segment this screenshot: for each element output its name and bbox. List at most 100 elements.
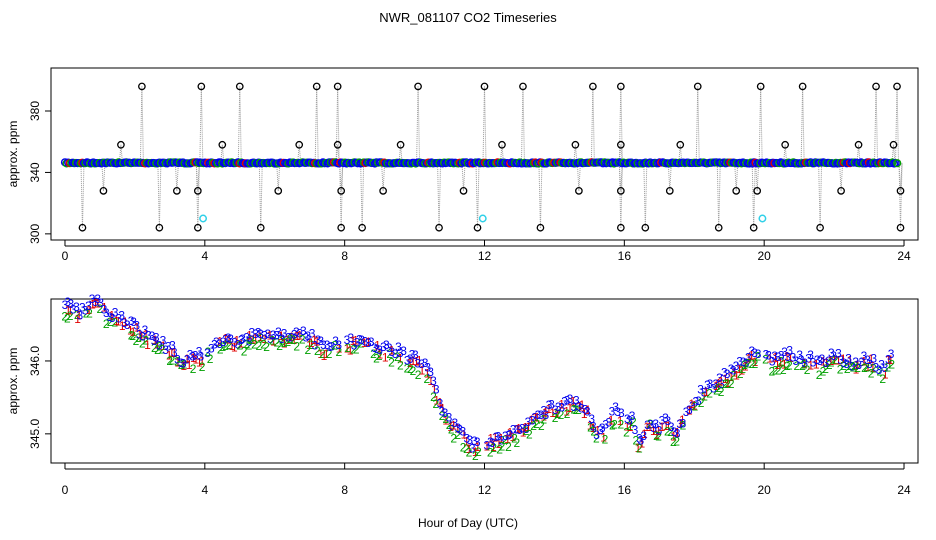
bottom-series-2-point: 2 [844, 362, 851, 376]
bottom-series-2-point: 2 [737, 367, 744, 381]
bottom-series-1-point: 1 [736, 362, 743, 376]
bottom-series-1-point: 1 [868, 352, 875, 366]
bottom-x-tick-label: 20 [757, 483, 771, 497]
bottom-series-3-point: 3 [404, 353, 411, 367]
bottom-series-3-point: 3 [293, 325, 300, 339]
top-spike-connector [340, 162, 344, 228]
top-spike-connector [158, 162, 162, 228]
top-spike-point [473, 223, 482, 232]
bottom-series-1-point: 1 [382, 351, 389, 365]
bottom-series-1-point: 1 [490, 440, 497, 454]
bottom-series-2-point: 2 [499, 440, 506, 454]
bottom-series-3-point: 3 [701, 386, 708, 400]
bottom-series-3-point: 3 [718, 377, 725, 391]
bottom-series-1-point: 1 [558, 397, 565, 411]
bottom-series-2-point: 2 [793, 359, 800, 373]
bottom-series-3-point: 3 [612, 400, 619, 414]
bottom-series-1-point: 1 [361, 336, 368, 350]
top-panel: approx. ppm 0 4 8 12 16 20 24 300 340 380 [6, 67, 919, 263]
bottom-series-2-point: 2 [386, 347, 393, 361]
bottom-series-2-point: 2 [701, 389, 708, 403]
bottom-series-3-point: 3 [373, 342, 380, 356]
bottom-series-3-point: 3 [395, 340, 402, 354]
bottom-series-2-point: 2 [879, 372, 886, 386]
bottom-series-2-point: 2 [633, 434, 640, 448]
bottom-series-3-point: 3 [231, 336, 238, 350]
top-spike-connector [875, 86, 879, 163]
bottom-series-1-point: 1 [439, 401, 446, 415]
bottom-series-1-point: 1 [171, 346, 178, 360]
chart-title: NWR_081107 CO2 Timeseries [379, 10, 557, 25]
bottom-series-1-point: 1 [184, 352, 191, 366]
bottom-series-3-point: 3 [864, 353, 871, 367]
bottom-series-3-point: 3 [455, 421, 462, 435]
bottom-series-2-point: 2 [876, 364, 883, 378]
bottom-series-3-point: 3 [246, 334, 253, 348]
bottom-series-3-point: 3 [538, 408, 545, 422]
bottom-series-2-point: 2 [627, 419, 634, 433]
bottom-series-1-point: 1 [344, 341, 351, 355]
bottom-series-2-point: 2 [762, 353, 769, 367]
bottom-series-1-point: 1 [515, 422, 522, 436]
bottom-series-1-point: 1 [270, 334, 277, 348]
bottom-series-2-point: 2 [526, 427, 533, 441]
bottom-series-1-point: 1 [542, 406, 549, 420]
bottom-series-3-point: 3 [469, 441, 476, 455]
bottom-series-3-point: 3 [358, 333, 365, 347]
bottom-series-3-point: 3 [489, 436, 496, 450]
bottom-series-3-point: 3 [790, 350, 797, 364]
bottom-series-2-point: 2 [166, 354, 173, 368]
bottom-series-3-point: 3 [329, 340, 336, 354]
bottom-series-3-point: 3 [825, 354, 832, 368]
bottom-series-2-point: 2 [799, 359, 806, 373]
top-spike-connector [755, 162, 758, 191]
bottom-series-1-point: 1 [154, 338, 161, 352]
bottom-series-2-point: 2 [670, 435, 677, 449]
top-x-tick-label: 24 [897, 249, 911, 263]
bottom-series-3-point: 3 [743, 356, 750, 370]
top-spike-connector [417, 86, 421, 163]
bottom-series-1-point: 1 [294, 329, 301, 343]
bottom-series-3-point: 3 [495, 430, 502, 444]
bottom-y-tick-label: 345.0 [28, 419, 42, 449]
bottom-series-3-point: 3 [588, 412, 595, 426]
bottom-series-3-point: 3 [77, 308, 84, 322]
bottom-series-1-point: 1 [724, 376, 731, 390]
top-spike-connector [667, 162, 671, 191]
top-spike-connector [620, 162, 623, 191]
bottom-series-3-point: 3 [238, 333, 245, 347]
top-spike-connector [174, 162, 178, 191]
bottom-series-3-point: 3 [650, 421, 657, 435]
bottom-series-3-point: 3 [498, 434, 505, 448]
bottom-series-1-point: 1 [655, 424, 662, 438]
bottom-series-3-point: 3 [227, 332, 234, 346]
bottom-series-3-point: 3 [300, 324, 307, 338]
bottom-series-1-point: 1 [152, 333, 159, 347]
bottom-series-1-point: 1 [350, 334, 357, 348]
bottom-series-3-point: 3 [400, 344, 407, 358]
bottom-points: 2312312331231332312313131323132323131231… [61, 292, 895, 463]
bottom-series-3-point: 3 [816, 354, 823, 368]
bottom-series-1-point: 1 [196, 356, 203, 370]
bottom-series-2-point: 2 [450, 432, 457, 446]
top-spike-connector [277, 162, 281, 191]
bottom-series-3-point: 3 [101, 302, 108, 316]
top-spike-connector [753, 162, 756, 228]
bottom-series-3-point: 3 [418, 357, 425, 371]
bottom-series-1-point: 1 [520, 425, 527, 439]
bottom-series-2-point: 2 [133, 334, 140, 348]
bottom-series-3-point: 3 [876, 363, 883, 377]
bottom-series-1-point: 1 [507, 426, 514, 440]
bottom-series-2-point: 2 [724, 377, 731, 391]
bottom-series-1-point: 1 [715, 377, 722, 391]
bottom-series-2-point: 2 [423, 372, 430, 386]
bottom-series-2-point: 2 [571, 402, 578, 416]
bottom-series-3-point: 3 [567, 392, 574, 406]
top-spike-connector [734, 162, 737, 191]
bottom-series-2-point: 2 [139, 337, 146, 351]
bottom-series-1-point: 1 [410, 354, 417, 368]
bottom-series-1-point: 1 [522, 420, 529, 434]
bottom-series-1-point: 1 [431, 383, 438, 397]
bottom-series-3-point: 3 [368, 335, 375, 349]
